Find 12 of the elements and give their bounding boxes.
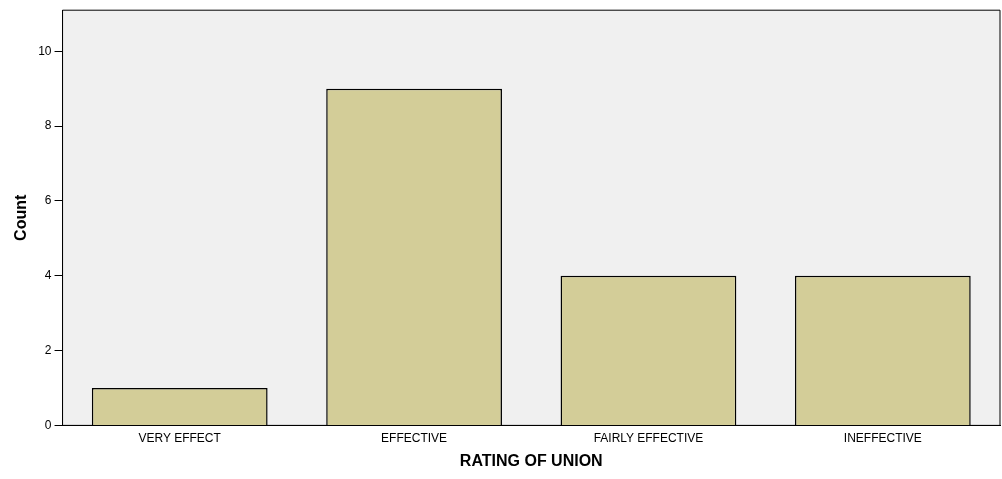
y-tick-label: 2 (44, 342, 52, 357)
x-tick-label: VERY EFFECT (138, 430, 222, 445)
x-tick-label: FAIRLY EFFECTIVE (593, 430, 704, 445)
y-tick-label: 8 (44, 118, 52, 133)
y-tick-label: 0 (44, 417, 52, 432)
y-tick-label: 10 (38, 43, 52, 58)
y-axis-title: Count (12, 194, 30, 241)
x-tick-label: INEFFECTIVE (843, 430, 922, 445)
x-tick-label: EFFECTIVE (381, 430, 448, 445)
y-tick-label: 6 (44, 193, 52, 208)
x-axis-title: RATING OF UNION (459, 451, 603, 469)
y-tick-label: 4 (44, 268, 52, 283)
